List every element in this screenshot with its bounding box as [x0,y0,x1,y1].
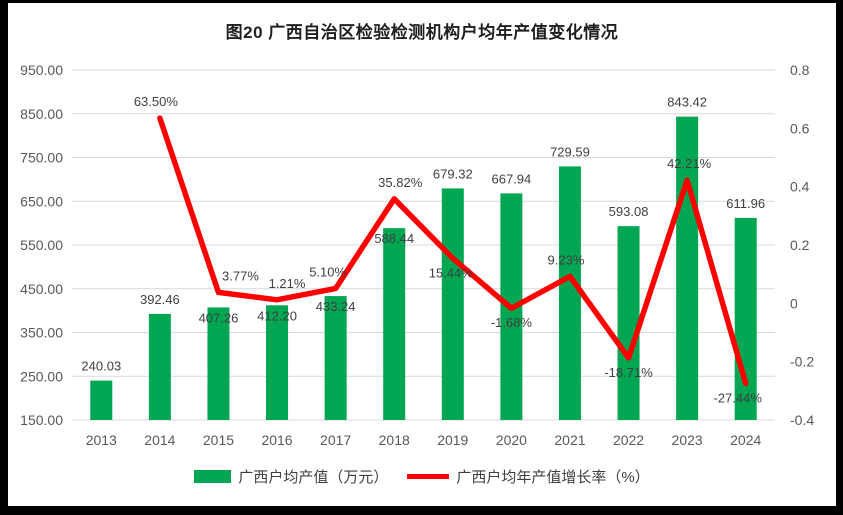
line-label-2021: 9.23% [548,252,585,267]
x-axis-label-2024: 2024 [730,432,761,448]
right-axis-tick: 0.4 [790,179,810,195]
x-axis-label-2019: 2019 [437,432,468,448]
x-axis-label-2013: 2013 [86,432,117,448]
x-axis-label-2014: 2014 [144,432,175,448]
bar-label-2017: 433.24 [316,299,356,314]
x-axis-label-2015: 2015 [203,432,234,448]
right-axis-tick: 0.8 [790,62,810,78]
bar-label-2019: 679.32 [433,166,473,181]
line-label-2023: 42.21% [667,156,712,171]
bar-label-2016: 412.20 [257,308,297,323]
left-axis-tick: 350.00 [20,325,63,341]
bar-2019 [441,188,464,420]
bar-label-2020: 667.94 [491,171,531,186]
chart-title: 图20 广西自治区检验检测机构户均年产值变化情况 [225,23,619,42]
x-axis-label-2021: 2021 [554,432,585,448]
left-axis-tick: 150.00 [20,412,63,428]
bar-label-2024: 611.96 [726,196,765,211]
bar-2015 [207,307,230,420]
bar-2016 [266,305,289,420]
x-axis-label-2017: 2017 [320,432,351,448]
bar-label-2018: 588.44 [374,231,414,246]
bar-2017 [324,296,347,420]
line-label-2024: -27.44% [713,390,762,405]
x-axis-label-2016: 2016 [261,432,292,448]
x-axis-label-2018: 2018 [379,432,410,448]
line-label-2022: -18.71% [604,365,653,380]
bar-label-2015: 407.26 [199,310,239,325]
bar-2022 [617,226,640,420]
bar-label-2013: 240.03 [81,359,121,374]
x-axis-label-2023: 2023 [672,432,703,448]
left-axis-tick: 650.00 [20,193,63,209]
line-label-2019: 15.44% [429,265,474,280]
line-label-2018: 35.82% [378,175,423,190]
right-axis-tick: 0 [790,295,798,311]
bar-label-2021: 729.59 [550,144,590,159]
right-axis-tick: -0.4 [790,412,814,428]
legend-bar-swatch-icon [194,469,232,483]
right-axis-tick: 0.6 [790,120,810,136]
bar-2014 [148,313,171,420]
bar-2013 [90,380,113,420]
x-axis-label-2020: 2020 [496,432,527,448]
right-axis-tick: 0.2 [790,237,810,253]
bar-label-2023: 843.42 [667,95,707,110]
growth-rate-line [157,115,749,387]
bar-2021 [558,166,581,420]
chart-canvas: 图20 广西自治区检验检测机构户均年产值变化情况 950.00 850.00 750… [8,3,836,506]
x-axis-label-2022: 2022 [613,432,644,448]
left-axis-tick: 450.00 [20,281,63,297]
line-label-2015: 3.77% [222,268,259,283]
left-axis-tick: 950.00 [20,62,63,78]
legend-line-swatch-icon [407,473,450,479]
line-label-2014: 63.50% [134,94,179,109]
line-label-2016: 1.21% [269,276,306,291]
bar-label-2014: 392.46 [140,292,180,307]
left-axis-tick: 550.00 [20,237,63,253]
left-axis-tick: 250.00 [20,368,63,384]
line-label-2020: -1.68% [491,315,533,330]
chart-plot: 950.00 850.00 750.00 650.00 550.00 450.00 350.… [20,62,814,448]
bar-2018 [383,228,406,420]
right-axis-tick: -0.2 [790,354,814,370]
bar-label-2022: 593.08 [609,204,649,219]
left-axis-tick: 750.00 [20,150,63,166]
chart-legend: 广西户均产值（万元） 广西户均年产值增长率（%） [8,465,836,487]
legend-bar-label: 广西户均产值（万元） [238,468,389,486]
left-axis-tick: 850.00 [20,106,63,122]
legend-line-label: 广西户均年产值增长率（%） [456,468,650,486]
line-label-2017: 5.10% [309,264,346,279]
